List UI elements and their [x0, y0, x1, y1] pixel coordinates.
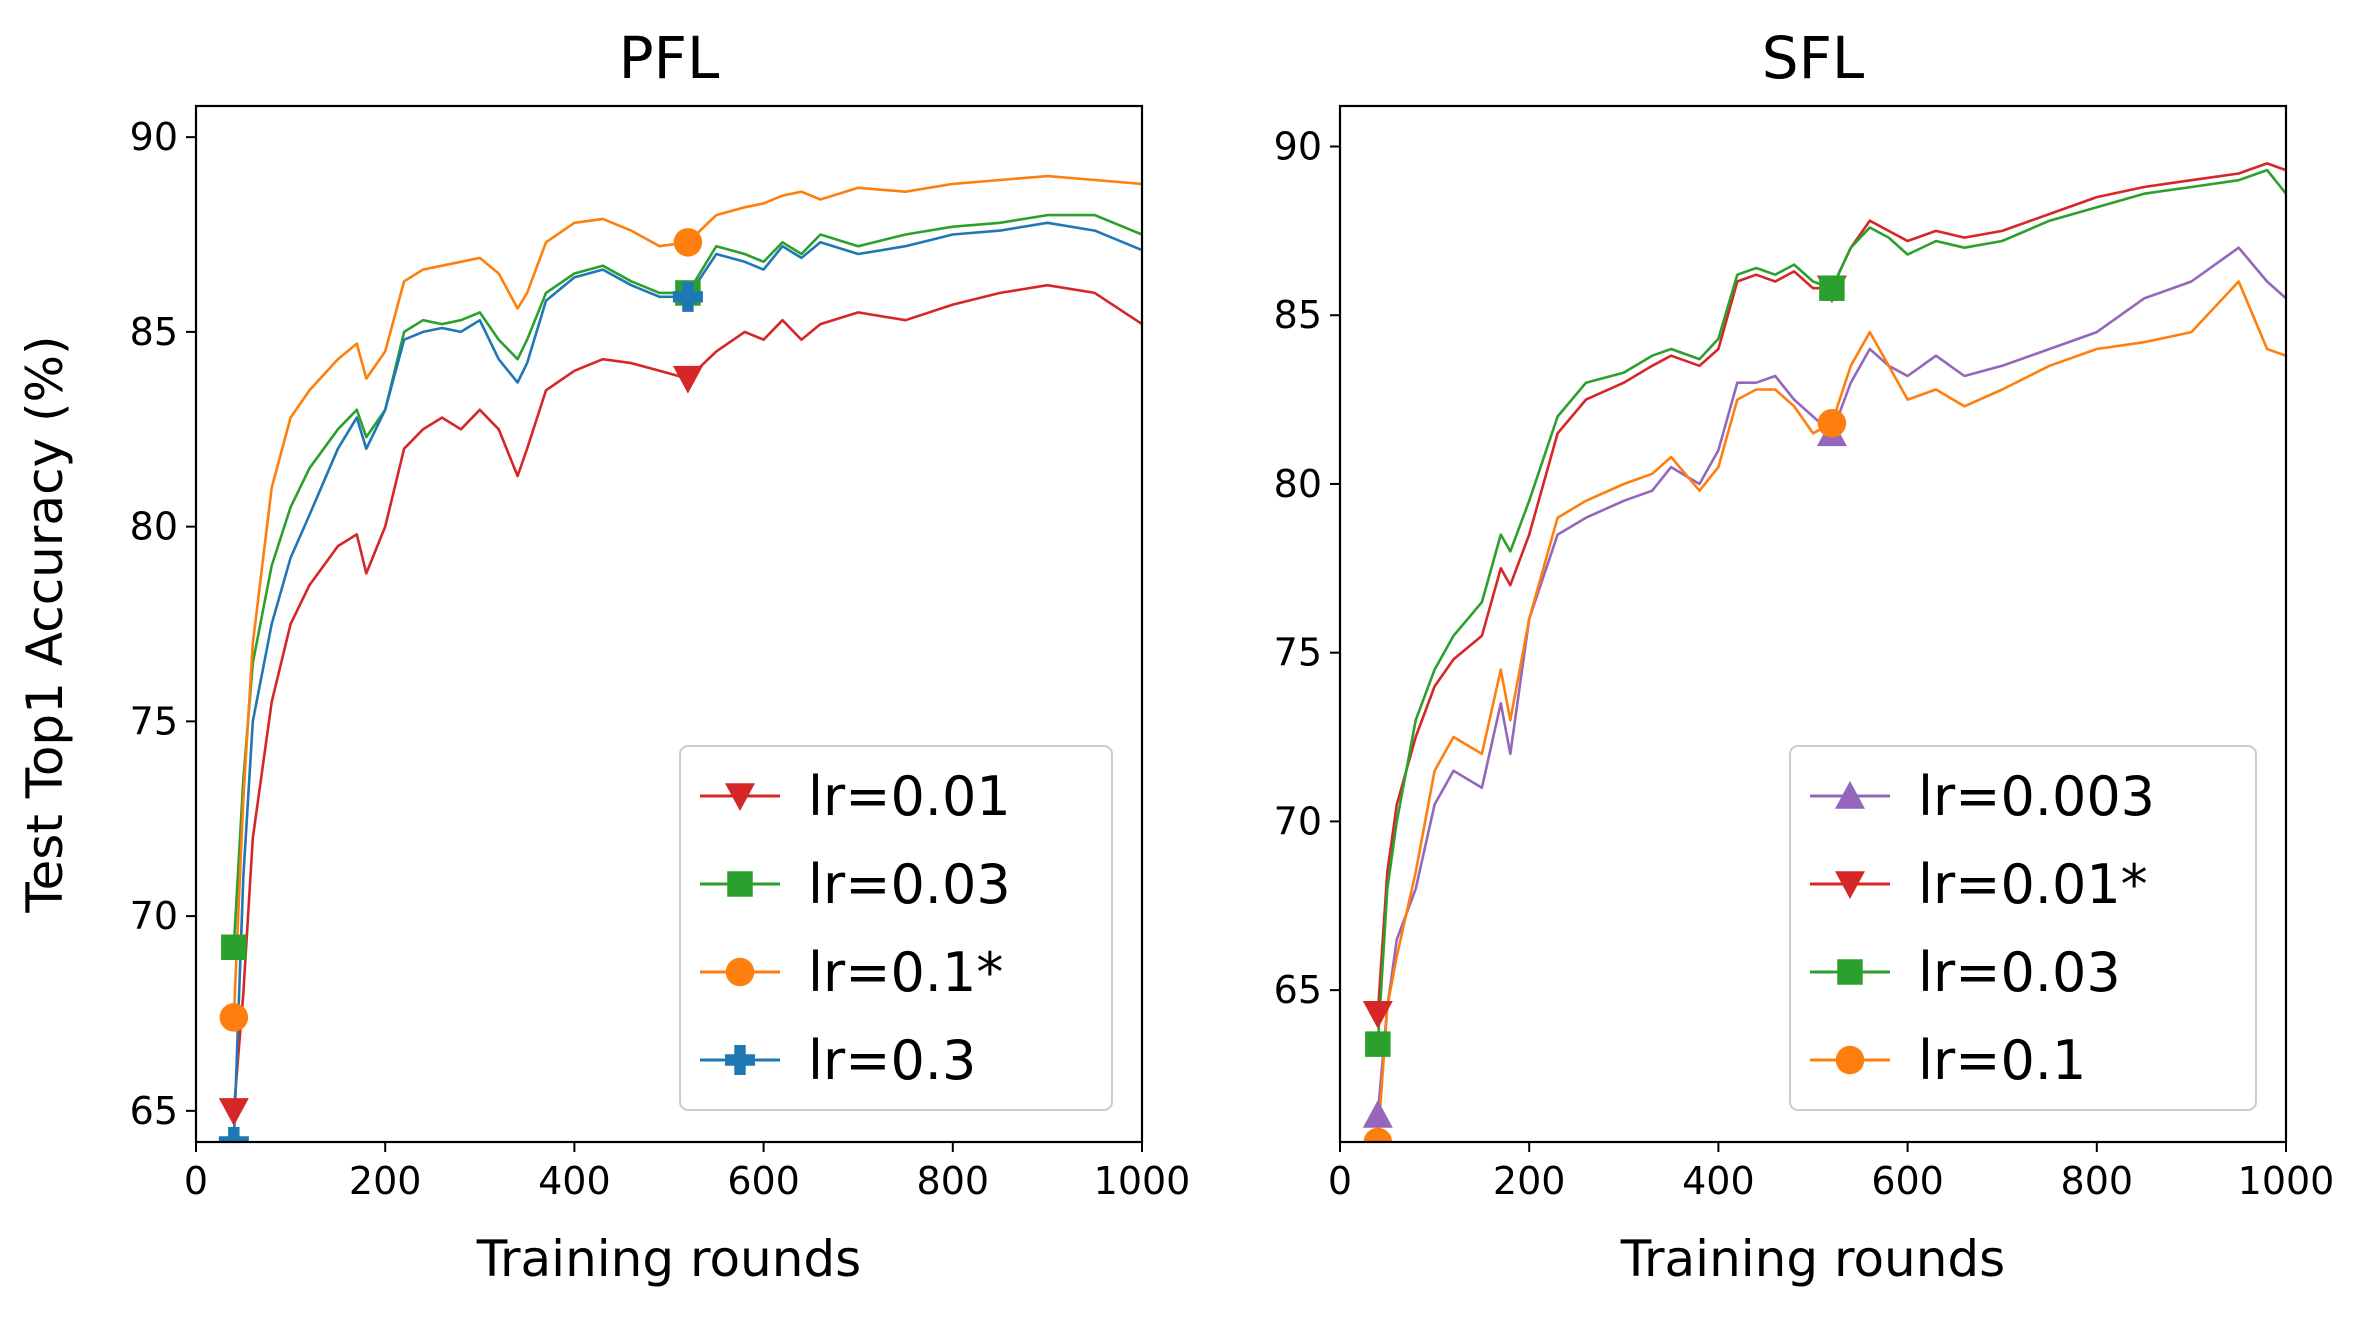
axes-frame	[194, 104, 1144, 1144]
y-tick-label: 65	[130, 1089, 178, 1133]
y-tick-label: 65	[1274, 968, 1322, 1012]
legend: lr=0.003 lr=0.01* lr=0.03 lr=0.1	[1789, 745, 2257, 1111]
legend-marker	[1835, 871, 1865, 899]
x-tick-label: 1000	[1094, 1159, 1191, 1203]
legend-label: lr=0.003	[1918, 765, 2155, 828]
x-tick-label: 800	[2061, 1159, 2134, 1203]
legend-marker	[1835, 1045, 1865, 1075]
series-line-2	[1376, 162, 2286, 1014]
legend-marker	[725, 957, 755, 987]
x-tick-label: 1000	[2238, 1159, 2335, 1203]
series-line-3	[232, 174, 1142, 1018]
legend-marker	[725, 1045, 755, 1075]
series-line-4	[232, 221, 1142, 1142]
legend-item: lr=0.003	[1810, 765, 2155, 828]
legend-label: lr=0.1*	[808, 941, 1003, 1004]
series-marker-4-1	[218, 1127, 249, 1142]
y-tick-label: 85	[1274, 293, 1322, 337]
series-marker-2-1	[1362, 1001, 1393, 1029]
legend-label: lr=0.1	[1918, 1029, 2086, 1092]
y-tick-label: 80	[1274, 462, 1322, 506]
x-axis-label: Training rounds	[476, 1230, 861, 1288]
legend-box	[679, 745, 1113, 1111]
legend-item: lr=0.01*	[1810, 853, 2148, 916]
chart-panel-sfl: 0 200 400 600 800 1000 65 70 75 80 85 90 SFL Traini…	[1274, 24, 2335, 1288]
legend-label: lr=0.01*	[1918, 853, 2148, 916]
x-tick-label: 0	[1328, 1159, 1352, 1203]
y-tick-label: 90	[130, 115, 178, 159]
legend-marker	[1837, 959, 1863, 985]
legend-label: lr=0.03	[1918, 941, 2121, 1004]
legend-marker	[1835, 781, 1865, 809]
legend-label: lr=0.3	[808, 1029, 976, 1092]
series-marker-3-1	[1365, 1031, 1391, 1057]
y-tick-label: 75	[130, 699, 178, 743]
legend-item: lr=0.01	[700, 765, 1011, 828]
series-marker-3-1	[219, 1003, 249, 1032]
x-tick-label: 200	[349, 1159, 422, 1203]
y-tick-label: 70	[1274, 799, 1322, 843]
series-marker-1-2	[672, 365, 703, 394]
y-tick-label: 80	[130, 505, 178, 549]
legend-label: lr=0.03	[808, 853, 1011, 916]
series-marker-1-1	[218, 1098, 249, 1126]
series-marker-4-2	[672, 281, 703, 312]
x-tick-label: 400	[538, 1159, 611, 1203]
x-tick-label: 600	[1871, 1159, 1944, 1203]
legend-item: lr=0.03	[700, 853, 1011, 916]
x-tick-label: 200	[1493, 1159, 1566, 1203]
y-tick-label: 75	[1274, 631, 1322, 675]
x-tick-label: 600	[727, 1159, 800, 1203]
series-line-1	[1376, 246, 2286, 1116]
y-tick-label: 90	[1274, 124, 1322, 168]
series-marker-4-2	[1817, 408, 1847, 438]
legend-item: lr=0.3	[700, 1029, 976, 1092]
y-tick-label: 70	[130, 894, 178, 938]
x-tick-label: 400	[1682, 1159, 1755, 1203]
series-line-1	[232, 283, 1142, 1111]
x-tick-label: 0	[184, 1159, 208, 1203]
legend-marker	[727, 871, 753, 897]
y-axis-label: Test Top1 Accuracy (%)	[16, 335, 74, 913]
chart-panel-pfl: 0 200 400 600 800 1000 65 70 75 80 85 90 PFL Traini…	[16, 24, 1190, 1288]
legend: lr=0.01 lr=0.03 lr=0.1* lr=0.3	[679, 745, 1113, 1111]
chart-title: SFL	[1762, 24, 1865, 92]
series-line-2	[232, 213, 1142, 948]
legend-item: lr=0.1	[1810, 1029, 2086, 1092]
series-marker-3-2	[673, 228, 703, 257]
y-tick-label: 85	[130, 310, 178, 354]
chart-title: PFL	[619, 24, 720, 92]
legend-marker	[725, 783, 755, 811]
legend-item: lr=0.03	[1810, 941, 2121, 1004]
legend-item: lr=0.1*	[700, 941, 1003, 1004]
series-marker-4-1	[1363, 1127, 1393, 1142]
series-marker-3-2	[1819, 275, 1845, 301]
series-line-3	[1376, 168, 2286, 1045]
axes-frame	[1338, 104, 2288, 1144]
series-marker-2-1	[221, 934, 247, 961]
series-line-4	[1376, 280, 2286, 1142]
x-tick-label: 800	[917, 1159, 990, 1203]
legend-box	[1789, 745, 2257, 1111]
series-marker-1-1	[1362, 1100, 1393, 1128]
legend-label: lr=0.01	[808, 765, 1011, 828]
x-axis-label: Training rounds	[1620, 1230, 2005, 1288]
